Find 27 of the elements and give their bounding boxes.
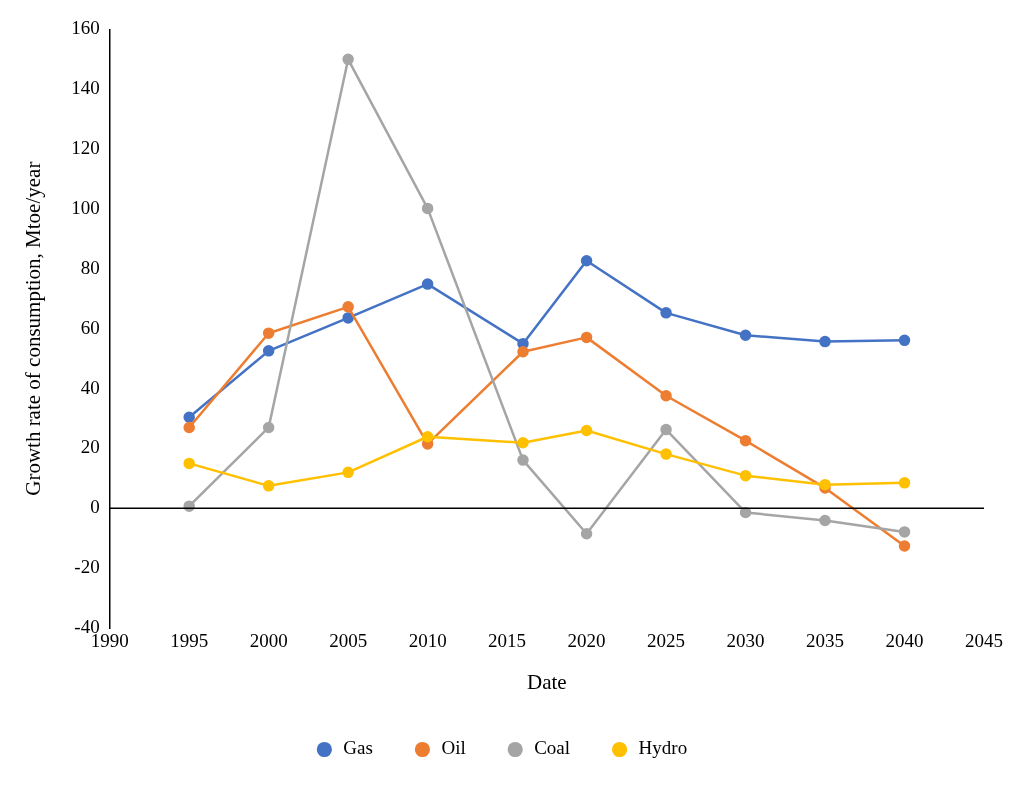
y-tick-label: 60 <box>80 316 100 338</box>
y-tick-label: -20 <box>74 556 100 578</box>
legend-label: Hydro <box>638 737 688 759</box>
x-tick-label: 2010 <box>408 630 447 652</box>
x-tick-label: 2000 <box>249 630 288 652</box>
x-tick-label: 2020 <box>567 630 606 652</box>
x-tick-label: 1995 <box>170 630 209 652</box>
y-tick-label: 100 <box>71 196 100 218</box>
y-tick-label: 0 <box>90 496 100 518</box>
x-tick-label: 2040 <box>885 630 924 652</box>
x-tick-label: 2025 <box>647 630 686 652</box>
x-tick-label: 2030 <box>726 630 765 652</box>
x-tick-label: 2045 <box>965 630 1003 652</box>
x-axis-title: Date <box>527 669 567 694</box>
y-axis-title: Growth rate of consumption, Mtoe/year <box>21 161 46 496</box>
y-tick-label: 80 <box>80 256 100 278</box>
y-tick-label: 120 <box>71 137 100 159</box>
x-tick-label: 2015 <box>488 630 527 652</box>
y-tick-label: 160 <box>71 17 100 39</box>
x-tick-label: 2035 <box>806 630 845 652</box>
x-tick-label: 2005 <box>329 630 368 652</box>
y-tick-label: 140 <box>71 77 100 99</box>
legend-label: Gas <box>343 737 373 759</box>
y-tick-label: 40 <box>80 376 100 398</box>
legend-label: Oil <box>441 737 466 759</box>
y-tick-label: 20 <box>80 436 100 458</box>
legend-label: Coal <box>534 737 571 759</box>
